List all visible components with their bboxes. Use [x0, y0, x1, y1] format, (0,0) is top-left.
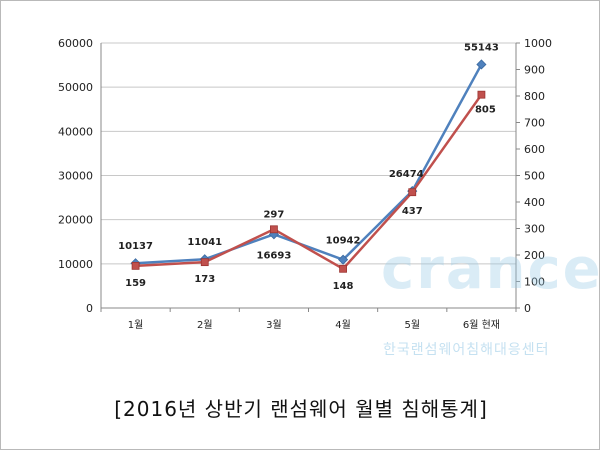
y-right-tick-label: 700: [524, 117, 545, 130]
data-label-right: 437: [402, 206, 423, 217]
y-left-tick-label: 30000: [58, 170, 93, 183]
data-label-left: 16693: [257, 250, 292, 261]
data-label-right: 148: [333, 281, 354, 292]
y-right-tick-label: 1000: [524, 37, 552, 50]
data-label-left: 10942: [326, 236, 361, 247]
x-tick-label: 5월: [404, 319, 420, 331]
data-point-square: [200, 258, 209, 267]
y-right-tick-label: 300: [524, 223, 545, 236]
data-label-left: 55143: [464, 42, 499, 53]
y-right-tick-label: 0: [524, 302, 531, 315]
data-labels: 10137 11041 16693 10942 26474 55143 159 173 297 1…: [118, 42, 499, 291]
y-right-tick-label: 500: [524, 170, 545, 183]
data-point-square: [477, 90, 486, 99]
y-left-tick-label: 50000: [58, 81, 93, 94]
y-right-tick-label: 900: [524, 64, 545, 77]
axes: 0 10000 20000 30000 40000 50000 60000 0 100 200 30…: [58, 37, 552, 331]
series: [130, 59, 487, 273]
watermark-logo: crancert: [381, 237, 600, 302]
data-point-diamond: [338, 254, 349, 265]
series-line-red: [135, 93, 483, 271]
y-right-tick-label: 600: [524, 143, 545, 156]
y-right-tick-label: 800: [524, 90, 545, 103]
data-point-square: [270, 225, 278, 234]
y-right-tick-label: 400: [524, 196, 545, 209]
y-left-tick-label: 60000: [58, 37, 93, 50]
x-tick-label: 1월: [128, 319, 144, 331]
y-left-tick-label: 20000: [58, 214, 93, 227]
data-label-right: 297: [263, 209, 284, 220]
data-point-square: [339, 264, 347, 273]
data-label-left: 11041: [187, 237, 222, 248]
data-label-left: 26474: [389, 169, 424, 180]
y-left-tick-label: 40000: [58, 125, 93, 138]
data-label-left: 10137: [118, 241, 153, 252]
x-tick-label: 2월: [197, 319, 213, 331]
data-point-diamond: [476, 59, 487, 70]
dual-axis-line-chart: 0 10000 20000 30000 40000 50000 60000 0 100 200 30…: [58, 37, 552, 331]
x-tick-label: 4월: [335, 319, 351, 331]
x-tick-label: 6월 현재: [463, 319, 500, 331]
data-label-right: 805: [475, 105, 496, 116]
data-label-right: 173: [194, 274, 215, 285]
data-point-square: [408, 188, 417, 197]
y-right-tick-label: 200: [524, 249, 545, 262]
y-left-tick-label: 10000: [58, 258, 93, 271]
watermark-subtitle: 한국랜섬웨어침해대응센터: [383, 342, 550, 358]
series-line-blue: [135, 63, 483, 265]
data-point-square: [131, 261, 140, 270]
data-label-right: 159: [125, 278, 146, 289]
y-right-tick-label: 100: [524, 276, 545, 289]
y-left-tick-label: 0: [86, 302, 93, 315]
x-tick-label: 3월: [266, 319, 282, 331]
chart-caption: [2016년 상반기 랜섬웨어 월별 침해통계]: [114, 397, 488, 421]
